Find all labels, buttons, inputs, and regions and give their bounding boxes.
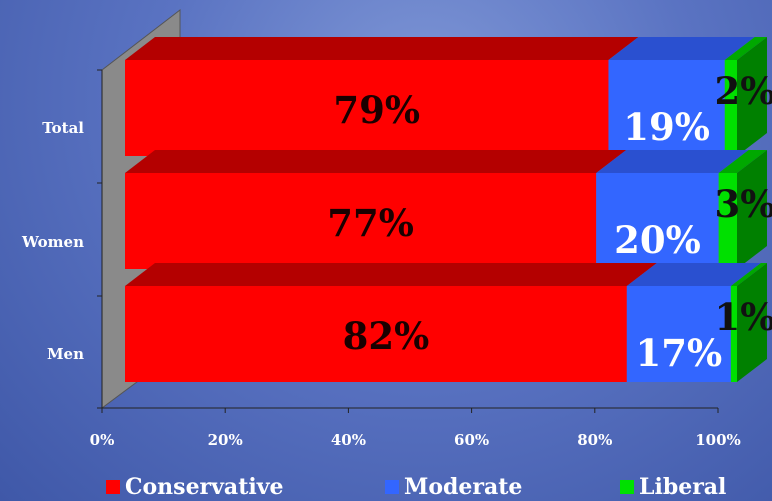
bar-top-conservative-women	[125, 150, 627, 173]
bar-side-women	[737, 150, 767, 269]
category-label-women: Women	[21, 233, 84, 251]
bar-moderate-women	[596, 173, 719, 269]
data-label-conservative-women: 77%	[327, 201, 414, 245]
x-tick-label-3: 60%	[454, 431, 489, 449]
bar-top-conservative-total	[125, 37, 639, 60]
legend-swatch-moderate	[385, 480, 399, 494]
bar-side-total	[737, 37, 767, 156]
data-label-liberal-total: 2%	[715, 69, 772, 113]
bar-top-moderate-men	[626, 263, 761, 286]
bar-conservative-total	[125, 60, 609, 156]
legend-item-liberal: Liberal	[620, 474, 726, 500]
bar-conservative-women	[125, 173, 597, 269]
legend-item-moderate: Moderate	[385, 474, 522, 500]
legend-label-liberal: Liberal	[639, 474, 727, 500]
category-label-total: Total	[42, 119, 84, 137]
data-label-moderate-total: 19%	[623, 105, 710, 149]
legend-label-moderate: Moderate	[404, 474, 523, 500]
x-tick-label-2: 40%	[331, 431, 366, 449]
bar-top-moderate-women	[596, 150, 749, 173]
bar-side-men	[737, 263, 767, 382]
data-label-liberal-men: 1%	[715, 295, 772, 339]
data-label-liberal-women: 3%	[715, 182, 772, 226]
legend-item-conservative: Conservative	[106, 474, 284, 500]
bar-conservative-men	[125, 286, 627, 382]
bar-top-liberal-women	[718, 150, 767, 173]
bar-top-conservative-men	[125, 263, 657, 286]
legend-swatch-conservative	[106, 480, 120, 494]
bar-top-liberal-total	[724, 37, 767, 60]
data-label-conservative-total: 79%	[333, 88, 420, 132]
category-label-men: Men	[47, 345, 84, 363]
bar-liberal-women	[718, 173, 737, 269]
x-tick-label-1: 20%	[208, 431, 243, 449]
legend-swatch-liberal	[620, 480, 634, 494]
legend-label-conservative: Conservative	[125, 474, 284, 500]
legend: Conservative Moderate Liberal	[0, 474, 772, 501]
data-label-moderate-men: 17%	[636, 331, 723, 375]
bar-liberal-men	[730, 286, 737, 382]
bar-moderate-total	[608, 60, 725, 156]
bar-liberal-total	[724, 60, 737, 156]
bar-moderate-men	[626, 286, 731, 382]
bar-top-liberal-men	[730, 263, 767, 286]
x-tick-label-5: 100%	[695, 431, 741, 449]
x-tick-label-0: 0%	[90, 431, 115, 449]
data-label-moderate-women: 20%	[614, 218, 701, 262]
data-label-conservative-men: 82%	[343, 314, 430, 358]
x-tick-label-4: 80%	[577, 431, 612, 449]
bar-top-moderate-total	[608, 37, 755, 60]
